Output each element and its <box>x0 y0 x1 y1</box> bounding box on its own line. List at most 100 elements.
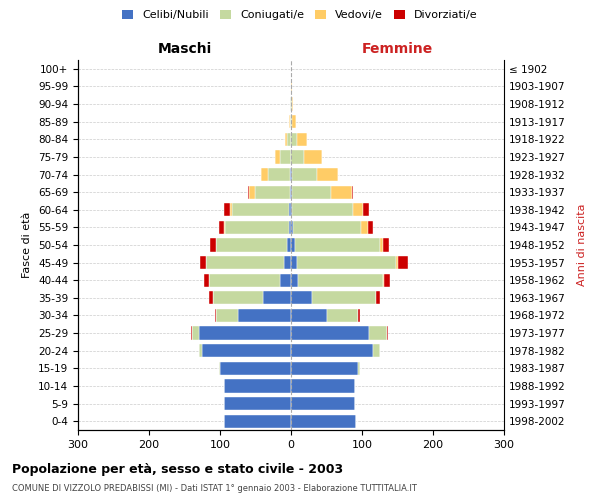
Bar <box>202 344 291 358</box>
Bar <box>353 203 364 216</box>
Bar <box>292 168 317 181</box>
Bar <box>291 291 313 304</box>
Bar <box>215 309 217 322</box>
Bar <box>292 186 331 198</box>
Bar <box>383 238 389 252</box>
Bar <box>291 221 293 234</box>
Bar <box>224 380 291 392</box>
Bar <box>217 238 287 252</box>
Bar <box>280 150 291 164</box>
Bar <box>225 221 289 234</box>
Bar <box>292 98 293 110</box>
Bar <box>290 186 291 198</box>
Bar <box>206 256 284 269</box>
Y-axis label: Fasce di età: Fasce di età <box>22 212 32 278</box>
Bar <box>224 221 225 234</box>
Text: Femmine: Femmine <box>362 42 433 56</box>
Bar <box>191 326 199 340</box>
Bar <box>290 115 291 128</box>
Bar <box>291 115 292 128</box>
Bar <box>293 221 361 234</box>
Bar <box>238 309 291 322</box>
Bar <box>199 344 202 358</box>
Bar <box>361 221 368 234</box>
Bar <box>291 397 355 410</box>
Bar <box>384 274 389 287</box>
Bar <box>230 203 232 216</box>
Text: Popolazione per età, sesso e stato civile - 2003: Popolazione per età, sesso e stato civil… <box>12 462 343 475</box>
Bar <box>331 186 352 198</box>
Bar <box>291 326 369 340</box>
Bar <box>217 309 238 322</box>
Bar <box>209 274 280 287</box>
Bar <box>216 238 217 252</box>
Bar <box>255 186 290 198</box>
Bar <box>203 274 209 287</box>
Bar <box>295 238 380 252</box>
Bar <box>368 221 373 234</box>
Bar <box>398 256 408 269</box>
Bar <box>290 168 291 181</box>
Bar <box>373 344 380 358</box>
Bar <box>210 238 216 252</box>
Bar <box>291 309 326 322</box>
Bar <box>249 186 255 198</box>
Text: Maschi: Maschi <box>157 42 212 56</box>
Bar <box>224 397 291 410</box>
Bar <box>286 132 287 146</box>
Bar <box>317 168 338 181</box>
Text: COMUNE DI VIZZOLO PREDABISSI (MI) - Dati ISTAT 1° gennaio 2003 - Elaborazione TU: COMUNE DI VIZZOLO PREDABISSI (MI) - Dati… <box>12 484 417 493</box>
Bar <box>291 274 298 287</box>
Bar <box>298 274 383 287</box>
Bar <box>263 291 291 304</box>
Bar <box>383 274 384 287</box>
Bar <box>291 256 296 269</box>
Bar <box>291 150 304 164</box>
Bar <box>284 256 291 269</box>
Bar <box>261 168 268 181</box>
Bar <box>292 203 353 216</box>
Y-axis label: Anni di nascita: Anni di nascita <box>577 204 587 286</box>
Bar <box>291 203 292 216</box>
Bar <box>369 326 387 340</box>
Bar <box>291 186 292 198</box>
Bar <box>287 132 291 146</box>
Bar <box>396 256 398 269</box>
Bar <box>291 414 356 428</box>
Bar <box>275 150 280 164</box>
Bar <box>326 309 358 322</box>
Bar <box>218 362 220 375</box>
Bar <box>291 98 292 110</box>
Bar <box>358 362 360 375</box>
Bar <box>291 380 355 392</box>
Bar <box>291 132 296 146</box>
Bar <box>291 344 373 358</box>
Bar <box>289 221 291 234</box>
Bar <box>352 186 353 198</box>
Bar <box>358 309 360 322</box>
Bar <box>387 326 388 340</box>
Bar <box>224 203 230 216</box>
Bar <box>248 186 249 198</box>
Bar <box>292 115 296 128</box>
Bar <box>376 291 380 304</box>
Bar <box>232 203 289 216</box>
Legend: Celibi/Nubili, Coniugati/e, Vedovi/e, Divorziati/e: Celibi/Nubili, Coniugati/e, Vedovi/e, Di… <box>118 6 482 25</box>
Bar <box>268 168 290 181</box>
Bar <box>213 291 263 304</box>
Bar <box>280 274 291 287</box>
Bar <box>220 362 291 375</box>
Bar <box>313 291 376 304</box>
Bar <box>291 168 292 181</box>
Bar <box>364 203 369 216</box>
Bar <box>380 238 383 252</box>
Bar <box>296 132 307 146</box>
Bar <box>200 256 206 269</box>
Bar <box>209 291 213 304</box>
Bar <box>224 414 291 428</box>
Bar <box>287 238 291 252</box>
Bar <box>291 238 295 252</box>
Bar <box>289 115 290 128</box>
Bar <box>289 203 291 216</box>
Bar <box>290 98 291 110</box>
